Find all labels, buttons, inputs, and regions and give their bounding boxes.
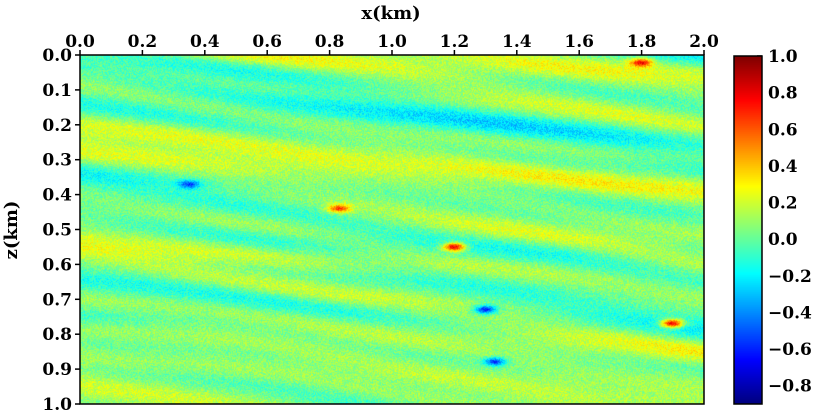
colorbar [734, 56, 762, 404]
x-tick-label: 1.4 [502, 32, 532, 52]
y-tick-label: 0.2 [42, 116, 72, 136]
x-tick-label: 0.4 [190, 32, 220, 52]
x-tick-label: 1.6 [564, 32, 594, 52]
x-tick-label: 0.6 [252, 32, 282, 52]
colorbar-tick-label: −0.6 [768, 340, 812, 360]
y-tick-label: 0.6 [42, 255, 72, 275]
heatmap-image [80, 55, 704, 404]
y-tick-label: 0.7 [42, 290, 72, 310]
x-tick-labels: 0.0 0.2 0.4 0.6 0.8 1.0 1.2 1.4 1.6 1.8 2.0 [65, 32, 719, 55]
colorbar-gradient [734, 56, 762, 404]
colorbar-tick-label: 0.0 [768, 230, 798, 250]
y-tick-label: 0.9 [42, 360, 72, 380]
y-tick-label: 0.3 [42, 151, 72, 171]
colorbar-tick-label: 1.0 [768, 47, 798, 67]
colorbar-tick-label: 0.8 [768, 84, 798, 104]
colorbar-tick-label: 0.6 [768, 120, 798, 140]
y-tick-label: 0.0 [42, 46, 72, 66]
x-tick-label: 0.2 [128, 32, 158, 52]
y-tick-label: 1.0 [42, 395, 72, 412]
x-tick-label: 0.0 [65, 32, 95, 52]
x-tick-label: 1.8 [627, 32, 657, 52]
y-tick-labels: 0.0 0.1 0.2 0.3 0.4 0.5 0.6 0.7 0.8 0.9 1.0 [42, 46, 80, 412]
y-tick-label: 0.1 [42, 81, 72, 101]
y-axis-label: z(km) [1, 201, 22, 260]
y-tick-label: 0.8 [42, 325, 72, 345]
colorbar-tick-label: 0.4 [768, 157, 798, 177]
plot-area [80, 55, 704, 404]
colorbar-frame [733, 55, 763, 405]
x-axis-label: x(km) [361, 3, 420, 24]
colorbar-tick-label: −0.8 [768, 377, 812, 397]
plot-frame [79, 54, 705, 405]
colorbar-tick-label: −0.2 [768, 267, 812, 287]
colorbar-tick-label: −0.4 [768, 303, 812, 323]
y-tick-label: 0.4 [42, 186, 72, 206]
y-tick-label: 0.5 [42, 221, 72, 241]
x-tick-label: 1.2 [440, 32, 470, 52]
x-tick-label: 1.0 [377, 32, 407, 52]
x-tick-label: 2.0 [689, 32, 719, 52]
x-tick-label: 0.8 [315, 32, 345, 52]
colorbar-tick-labels: 1.0 0.8 0.6 0.4 0.2 0.0 −0.2 −0.4 −0.6 −0.8 [757, 47, 812, 397]
colorbar-tick-label: 0.2 [768, 194, 798, 214]
